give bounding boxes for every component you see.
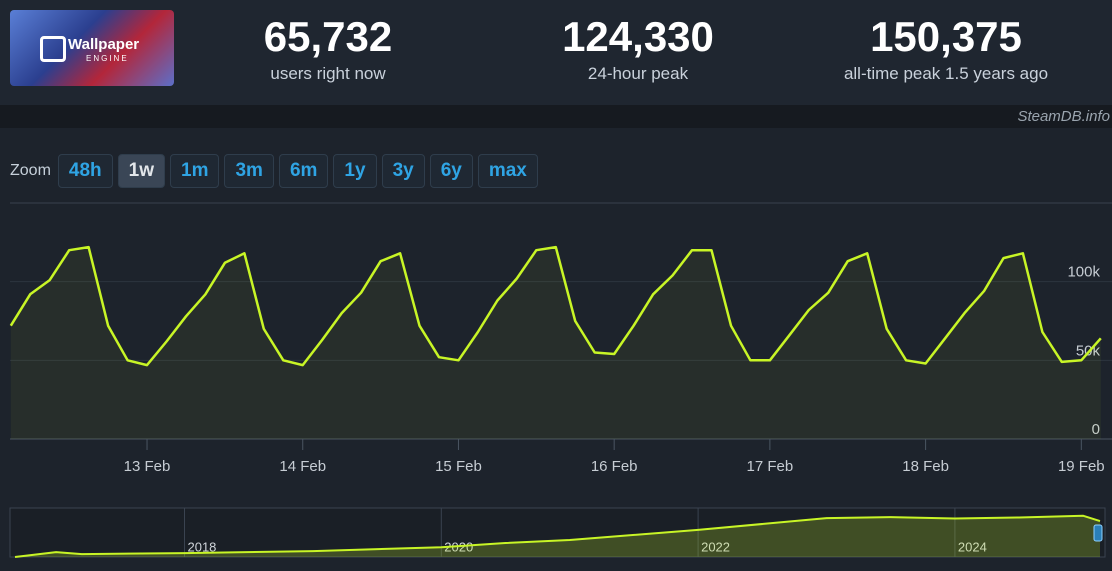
series-line — [14, 514, 1101, 558]
watermark-bar: SteamDB.info — [0, 105, 1112, 128]
stat-value: 65,732 — [263, 13, 393, 60]
x-tick-label: 14 Feb — [279, 458, 326, 475]
zoom-button[interactable]: max — [477, 154, 538, 188]
area-fill — [15, 515, 1100, 557]
x-tick-label: 15 Feb — [435, 458, 482, 475]
logo-title: Wallpaper — [68, 36, 140, 53]
zoom-button[interactable]: 1w — [117, 154, 166, 188]
y-tick-label: 0 — [1092, 421, 1100, 438]
x-tick-label: 2024 — [958, 539, 987, 554]
zoom-button[interactable]: 1y — [333, 154, 377, 188]
zoom-bar: Zoom 48h 1w 1m 3m 6m 1y 3y 6y max — [10, 154, 538, 188]
logo-subtitle: ENGINE — [86, 54, 129, 63]
stat-label: users right now — [270, 64, 386, 83]
stat-value: 150,375 — [870, 13, 1022, 60]
watermark: SteamDB.info — [1017, 108, 1110, 125]
y-tick-label: 100k — [1067, 264, 1100, 281]
navigator-bg — [9, 507, 1106, 558]
stat: 124,330 24-hour peak — [488, 12, 788, 84]
zoom-button[interactable]: 1m — [170, 154, 220, 188]
zoom-button[interactable]: 6m — [278, 154, 329, 188]
stat-label: all-time peak 1.5 years ago — [843, 64, 1049, 83]
navigator-handle — [1093, 524, 1103, 542]
stat-label: 24-hour peak — [587, 64, 689, 83]
zoom-button[interactable]: 6y — [429, 154, 473, 188]
zoom-button[interactable]: 48h — [57, 154, 113, 188]
logo-icon — [40, 36, 66, 62]
header: Wallpaper ENGINE 65,732 users right now 1… — [0, 0, 1112, 105]
x-tick-label: 17 Feb — [747, 458, 794, 475]
area-fill — [10, 247, 1101, 439]
stat: 150,375 all-time peak 1.5 years ago — [796, 12, 1096, 84]
stat-value: 124,330 — [562, 13, 714, 60]
x-tick-label: 19 Feb — [1058, 458, 1105, 475]
x-tick-label: 13 Feb — [124, 458, 171, 475]
zoom-button[interactable]: 3y — [381, 154, 425, 188]
x-tick-label: 16 Feb — [591, 458, 638, 475]
x-tick-label: 2022 — [701, 539, 730, 554]
zoom-label: Zoom — [10, 162, 51, 179]
series-line — [9, 245, 1102, 367]
x-tick-label: 2018 — [187, 539, 216, 554]
stat: 65,732 users right now — [178, 12, 478, 84]
zoom-button[interactable]: 3m — [224, 154, 274, 188]
game-logo[interactable]: Wallpaper ENGINE — [10, 10, 174, 86]
x-tick-label: 18 Feb — [902, 458, 949, 475]
